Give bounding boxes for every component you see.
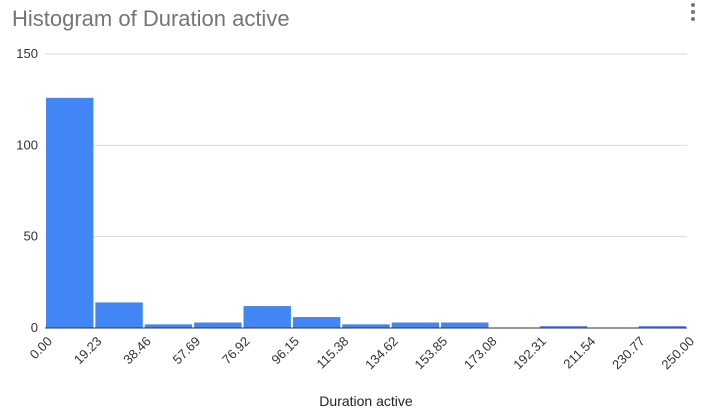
histogram-bar[interactable] bbox=[194, 322, 242, 328]
histogram-bar[interactable] bbox=[391, 322, 440, 328]
histogram-bar[interactable] bbox=[95, 302, 143, 328]
histogram-bars bbox=[46, 97, 686, 328]
x-tick-label: 76.92 bbox=[219, 334, 253, 368]
y-tick-label: 150 bbox=[16, 46, 38, 61]
gridlines bbox=[45, 53, 687, 238]
x-tick-label: 153.85 bbox=[411, 334, 450, 373]
histogram-bar[interactable] bbox=[144, 324, 193, 328]
x-axis-ticks: 0.00 19.23 38.46 57.69 76.92 96.15 115.38 134.6… bbox=[27, 334, 698, 373]
chart-title: Histogram of Duration active bbox=[12, 6, 290, 31]
x-tick-label: 38.46 bbox=[120, 334, 154, 368]
x-tick-label: 0.00 bbox=[27, 334, 56, 363]
x-tick-label: 230.77 bbox=[609, 334, 648, 373]
x-tick-label: 115.38 bbox=[313, 334, 351, 372]
y-tick-label: 0 bbox=[31, 320, 38, 335]
x-tick-label: 19.23 bbox=[71, 334, 105, 368]
x-axis-label: Duration active bbox=[319, 393, 413, 409]
histogram-bar[interactable] bbox=[342, 324, 390, 328]
histogram-bar[interactable] bbox=[441, 322, 489, 328]
more-options-icon[interactable] bbox=[688, 2, 698, 21]
y-tick-label: 50 bbox=[24, 229, 38, 244]
histogram-bar[interactable] bbox=[243, 306, 291, 328]
histogram-bar[interactable] bbox=[46, 97, 94, 328]
histogram-bar[interactable] bbox=[539, 326, 588, 328]
x-tick-label: 57.69 bbox=[170, 334, 204, 368]
histogram-bar[interactable] bbox=[638, 326, 686, 328]
x-tick-label: 192.31 bbox=[510, 334, 549, 373]
x-tick-label: 134.62 bbox=[362, 334, 401, 373]
histogram-bar[interactable] bbox=[292, 317, 341, 328]
y-tick-label: 100 bbox=[16, 137, 38, 152]
x-tick-label: 211.54 bbox=[560, 334, 598, 372]
x-tick-label: 173.08 bbox=[461, 334, 500, 373]
y-axis-ticks: 0 50 100 150 bbox=[16, 46, 38, 335]
x-tick-label: 96.15 bbox=[268, 334, 302, 368]
x-tick-label: 250.00 bbox=[658, 334, 697, 373]
